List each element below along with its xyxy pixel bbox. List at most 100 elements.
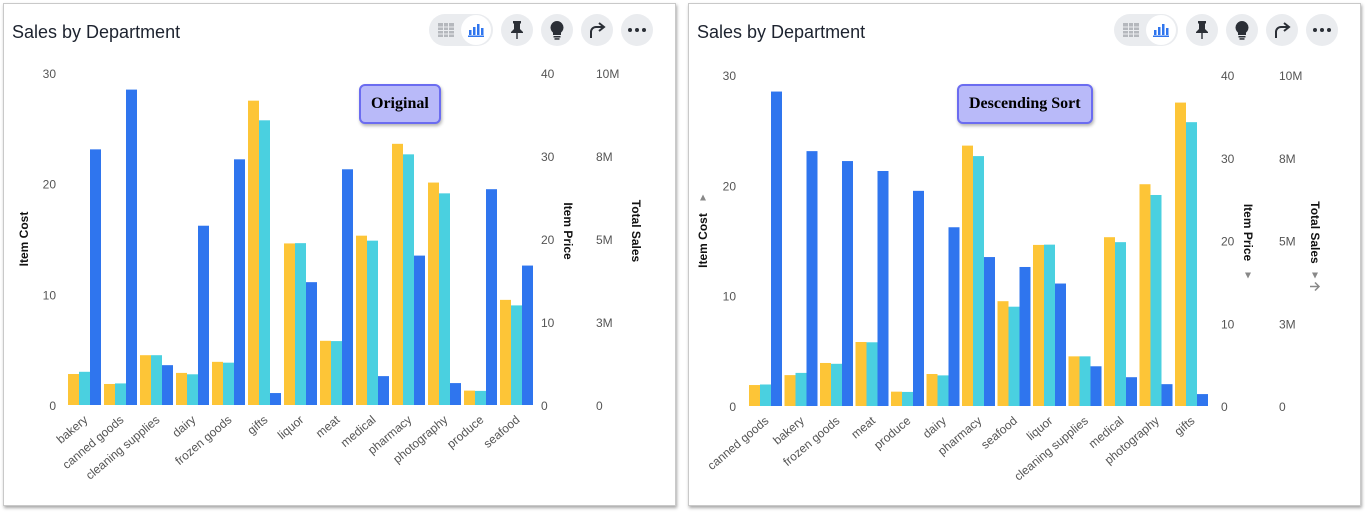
bar-total-sales[interactable] [162, 365, 173, 405]
bar-total-sales[interactable] [450, 383, 461, 405]
bar-item-price[interactable] [1115, 242, 1126, 406]
share-button[interactable] [1266, 14, 1298, 46]
category-label: meat [313, 412, 343, 440]
bar-item-price[interactable] [187, 374, 198, 405]
category-label: seafood [481, 413, 523, 451]
bar-item-cost[interactable] [749, 385, 760, 406]
bar-item-cost[interactable] [212, 361, 223, 405]
bar-total-sales[interactable] [1161, 384, 1173, 406]
bar-item-price[interactable] [937, 375, 949, 406]
bar-item-cost[interactable] [320, 340, 331, 405]
bar-item-cost[interactable] [392, 143, 403, 405]
bar-item-price[interactable] [79, 371, 90, 405]
bar-item-cost[interactable] [284, 243, 295, 405]
bar-chart-icon[interactable] [461, 15, 491, 45]
bar-item-cost[interactable] [926, 374, 938, 406]
table-icon[interactable] [1116, 15, 1146, 45]
bar-item-cost[interactable] [68, 374, 79, 405]
axis-tick-right2: 0 [1279, 400, 1286, 414]
bar-total-sales[interactable] [270, 393, 281, 405]
bar-item-cost[interactable] [855, 342, 867, 406]
bar-total-sales[interactable] [414, 255, 425, 405]
bar-item-price[interactable] [973, 156, 984, 406]
pin-button[interactable] [1186, 14, 1218, 46]
bar-item-price[interactable] [367, 240, 378, 405]
bar-item-cost[interactable] [891, 391, 902, 406]
bar-item-cost[interactable] [464, 390, 475, 405]
bar-item-cost[interactable] [356, 235, 367, 405]
bar-total-sales[interactable] [1090, 366, 1102, 406]
bar-item-price[interactable] [115, 383, 126, 405]
bar-total-sales[interactable] [126, 89, 137, 405]
bar-total-sales[interactable] [771, 91, 782, 407]
bar-item-cost[interactable] [997, 301, 1009, 406]
bar-total-sales[interactable] [522, 265, 533, 405]
bar-item-price[interactable] [795, 372, 807, 406]
bar-chart-icon[interactable] [1146, 15, 1176, 45]
bar-item-price[interactable] [259, 120, 270, 405]
bar-item-price[interactable] [151, 355, 162, 405]
pin-button[interactable] [501, 14, 533, 46]
bar-item-cost[interactable] [140, 355, 151, 405]
bar-item-cost[interactable] [1104, 237, 1115, 406]
more-button[interactable] [621, 14, 653, 46]
bar-item-price[interactable] [511, 305, 522, 405]
bar-total-sales[interactable] [1126, 377, 1137, 406]
bar-item-cost[interactable] [176, 372, 187, 405]
bar-item-price[interactable] [475, 390, 486, 405]
bar-total-sales[interactable] [1019, 266, 1031, 406]
bar-total-sales[interactable] [90, 149, 101, 405]
bar-item-price[interactable] [1186, 122, 1197, 406]
view-toggle[interactable] [429, 14, 493, 46]
bar-total-sales[interactable] [877, 170, 889, 406]
bar-total-sales[interactable] [486, 189, 497, 405]
bar-item-price[interactable] [866, 342, 878, 406]
bar-item-cost[interactable] [104, 383, 115, 405]
axis-title-right2[interactable]: Total Sales [1308, 201, 1322, 292]
bar-item-cost[interactable] [1033, 244, 1044, 406]
bar-total-sales[interactable] [984, 257, 995, 406]
bar-item-price[interactable] [439, 193, 450, 405]
bar-total-sales[interactable] [913, 190, 924, 406]
bar-item-cost[interactable] [1068, 356, 1080, 406]
bar-total-sales[interactable] [198, 225, 209, 405]
bar-item-price[interactable] [902, 391, 913, 406]
bar-item-cost[interactable] [248, 100, 259, 406]
axis-title-right1[interactable]: Item Price [1241, 204, 1255, 279]
bar-item-cost[interactable] [962, 145, 973, 406]
share-button[interactable] [581, 14, 613, 46]
bar-item-price[interactable] [760, 384, 771, 406]
bar-item-price[interactable] [1079, 356, 1091, 406]
bar-item-price[interactable] [1150, 194, 1162, 406]
pin-icon [511, 21, 523, 39]
bar-total-sales[interactable] [234, 159, 245, 405]
bar-total-sales[interactable] [306, 282, 317, 405]
bar-total-sales[interactable] [378, 376, 389, 405]
bar-item-cost[interactable] [820, 362, 831, 406]
bar-total-sales[interactable] [842, 161, 853, 406]
bar-total-sales[interactable] [1197, 394, 1208, 406]
bar-item-price[interactable] [1044, 244, 1055, 406]
insights-button[interactable] [541, 14, 573, 46]
bar-item-price[interactable] [223, 362, 234, 405]
bar-total-sales[interactable] [948, 227, 960, 406]
bar-item-price[interactable] [1008, 306, 1020, 406]
bar-item-price[interactable] [831, 363, 842, 406]
category-label: dairy [920, 414, 949, 441]
bar-total-sales[interactable] [806, 151, 818, 406]
bar-item-cost[interactable] [1175, 102, 1186, 406]
bar-item-price[interactable] [331, 341, 342, 405]
bar-item-cost[interactable] [1139, 184, 1151, 406]
bar-item-cost[interactable] [784, 375, 796, 406]
bar-item-cost[interactable] [500, 299, 511, 405]
bar-item-price[interactable] [295, 243, 306, 405]
insights-button[interactable] [1226, 14, 1258, 46]
view-toggle[interactable] [1114, 14, 1178, 46]
axis-title-left[interactable]: Item Cost [696, 194, 710, 268]
bar-item-price[interactable] [403, 154, 414, 405]
table-icon[interactable] [431, 15, 461, 45]
bar-total-sales[interactable] [342, 169, 353, 405]
more-button[interactable] [1306, 14, 1338, 46]
bar-total-sales[interactable] [1055, 283, 1066, 406]
bar-item-cost[interactable] [428, 182, 439, 405]
